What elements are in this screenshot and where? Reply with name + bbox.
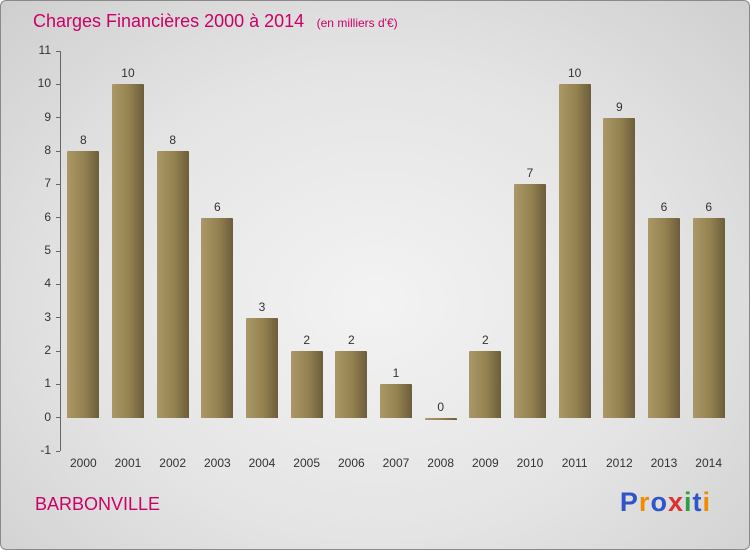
y-axis-tick	[56, 50, 60, 52]
bar	[648, 217, 680, 418]
bar	[603, 117, 636, 418]
bar	[692, 217, 725, 418]
x-axis-tick-label: 2012	[605, 456, 633, 470]
bar-value-label: 8	[79, 133, 87, 147]
bar	[469, 351, 502, 418]
y-axis-line	[60, 51, 61, 451]
y-axis-tick-label: 5	[44, 243, 51, 257]
x-axis-tick-label: 2010	[516, 456, 544, 470]
bar-value-label: 6	[660, 199, 668, 214]
x-axis-tick-label: 2011	[561, 456, 588, 470]
y-axis-tick-label: 11	[38, 43, 51, 57]
y-axis-tick-label: 2	[44, 343, 51, 357]
bar-value-label: 6	[213, 199, 221, 214]
bar	[558, 84, 591, 418]
y-axis-tick	[56, 117, 60, 119]
x-axis-tick-label: 2003	[203, 456, 231, 470]
bar-value-label: 10	[121, 66, 135, 81]
bar	[290, 351, 323, 418]
y-axis-tick	[56, 317, 60, 319]
y-axis-tick-label: 10	[37, 76, 51, 91]
bar-value-label: 2	[481, 333, 489, 347]
x-axis-tick-label: 2001	[114, 456, 142, 470]
bar	[67, 151, 100, 418]
y-axis-tick-label: 0	[44, 409, 51, 424]
y-axis-tick	[56, 250, 60, 252]
proxiti-logo: Proxiti	[620, 487, 711, 518]
bar	[156, 151, 189, 418]
y-axis-tick	[56, 417, 60, 419]
y-axis-tick	[56, 217, 60, 219]
y-axis-tick	[56, 150, 60, 152]
logo-letter: t	[692, 487, 703, 517]
logo-letter: r	[638, 487, 651, 517]
bar	[335, 351, 368, 418]
logo-letter: o	[650, 487, 668, 517]
place-name-label: BARBONVILLE	[35, 494, 161, 514]
bar	[246, 317, 278, 418]
bar-value-label: 1	[392, 366, 400, 381]
x-axis-tick-label: 2008	[427, 456, 454, 470]
y-axis-tick-label: 8	[44, 143, 51, 157]
title-row: Charges Financières 2000 à 2014 (en mill…	[33, 11, 398, 32]
chart-title: Charges Financières 2000 à 2014	[33, 11, 305, 31]
y-axis-tick-label: -1	[40, 443, 51, 457]
y-axis-tick	[56, 283, 60, 285]
x-axis-tick-label: 2014	[695, 456, 722, 470]
bar-value-label: 2	[347, 333, 355, 347]
y-axis-tick	[56, 83, 60, 85]
logo-letter: P	[619, 487, 639, 517]
y-axis-tick-label: 9	[44, 109, 51, 124]
bar-value-label: 0	[437, 399, 444, 414]
bar-value-label: 9	[615, 99, 623, 114]
y-axis-tick-label: 6	[44, 209, 51, 224]
plot-area: -1 0 1 2 3 4 5 6 7 8 9 10 11 8 2000 10 2001 8 2002 6 2003 3 20…	[38, 43, 731, 470]
bar-value-label: 2	[303, 333, 310, 347]
x-axis-tick-label: 2002	[159, 456, 186, 470]
logo-letter: i	[702, 487, 711, 517]
x-axis-tick-label: 2006	[337, 456, 365, 470]
x-axis-tick-label: 2009	[471, 456, 499, 470]
bar-value-label: 7	[526, 166, 534, 181]
bar	[380, 384, 412, 418]
y-axis-tick-label: 1	[44, 376, 51, 391]
y-axis-tick	[56, 450, 60, 452]
x-axis-tick-label: 2000	[69, 456, 97, 470]
x-axis-tick-label: 2013	[650, 456, 678, 470]
x-axis-tick-label: 2005	[293, 456, 320, 470]
bar	[424, 417, 457, 420]
logo-letter: x	[667, 487, 684, 517]
bar-value-label: 3	[258, 299, 266, 314]
y-axis-tick	[56, 383, 60, 385]
y-axis-tick-label: 3	[44, 309, 51, 324]
y-axis-tick	[56, 183, 60, 185]
x-axis-tick-label: 2004	[248, 456, 276, 470]
chart-subtitle: (en milliers d'€)	[316, 16, 398, 30]
bar-value-label: 8	[169, 133, 176, 147]
logo-letter: i	[683, 487, 693, 517]
y-axis-tick-label: 4	[44, 276, 51, 291]
bar	[514, 184, 546, 418]
bar-value-label: 6	[705, 199, 712, 214]
y-axis-tick-label: 7	[44, 176, 51, 191]
bar	[201, 217, 234, 418]
y-axis-tick	[56, 350, 60, 352]
bar	[112, 84, 144, 418]
x-axis-tick-label: 2007	[382, 456, 410, 470]
bar-value-label: 10	[567, 66, 582, 81]
